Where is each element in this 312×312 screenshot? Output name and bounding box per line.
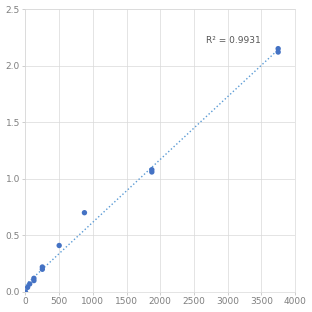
Point [82, 210, 87, 215]
Point [32, 276, 37, 281]
Point [40, 267, 45, 272]
Point [23, 290, 28, 295]
Point [149, 167, 154, 172]
Point [25, 285, 30, 290]
Point [32, 278, 37, 283]
Point [276, 50, 281, 55]
Point [27, 281, 32, 286]
Text: R² = 0.9931: R² = 0.9931 [206, 36, 261, 45]
Point [149, 169, 154, 174]
Point [40, 265, 45, 270]
Point [276, 46, 281, 51]
Point [57, 243, 62, 248]
